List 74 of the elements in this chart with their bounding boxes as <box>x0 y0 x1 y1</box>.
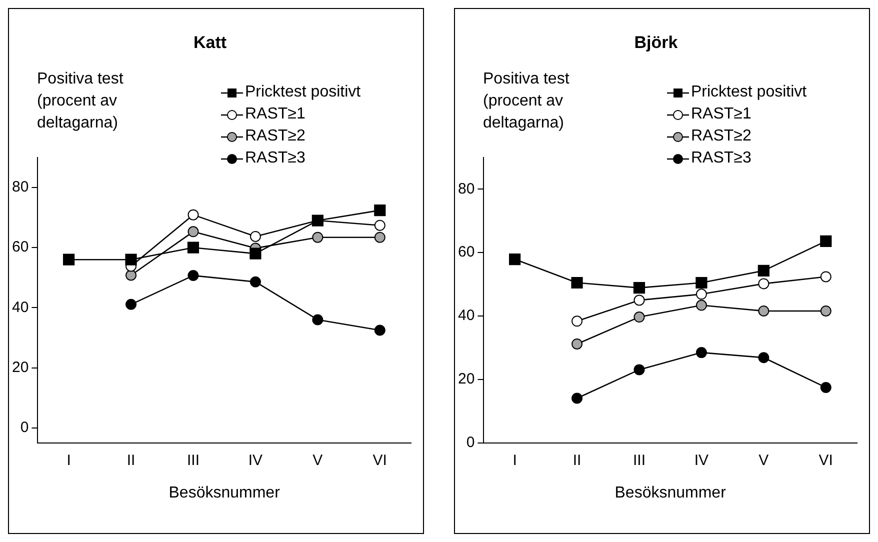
point <box>758 264 770 276</box>
point <box>374 324 386 336</box>
point <box>571 276 583 289</box>
point <box>820 382 832 393</box>
x-tick-label: III <box>632 452 646 470</box>
y-tick-label: 80 <box>12 178 29 196</box>
x-tick-label: II <box>572 452 582 470</box>
x-axis-title: Besöksnummer <box>614 484 727 502</box>
legend-label: Pricktest positivt <box>691 83 808 100</box>
y-tick-label: 60 <box>458 244 475 261</box>
point <box>634 312 645 323</box>
legend-label: RAST≥2 <box>245 127 306 144</box>
point <box>572 338 583 350</box>
point <box>374 220 386 231</box>
legend-label: RAST≥1 <box>691 105 752 122</box>
legend-label: RAST≥3 <box>691 149 752 166</box>
x-tick-label: IV <box>248 452 263 470</box>
point <box>188 270 199 282</box>
point <box>634 294 645 306</box>
point <box>312 314 324 326</box>
point <box>634 364 645 376</box>
x-tick-label: II <box>126 452 136 470</box>
y-axis-title: Positiva test (procent av deltagarna) <box>37 70 124 132</box>
point <box>696 300 707 311</box>
chart-title: Katt <box>193 32 227 52</box>
y-tick-label: 40 <box>458 307 475 324</box>
point <box>696 276 708 289</box>
x-axis-title: Besöksnummer <box>168 484 281 502</box>
x-tick-label: VI <box>818 452 833 470</box>
point <box>312 232 324 243</box>
point <box>126 270 137 281</box>
point <box>633 282 646 294</box>
x-tick-label: IV <box>694 452 709 470</box>
point <box>374 232 386 243</box>
y-tick-label: 40 <box>12 298 29 316</box>
point <box>250 276 261 288</box>
point <box>250 248 262 260</box>
point <box>572 392 583 404</box>
y-tick-label: 0 <box>20 419 29 436</box>
y-axis-title: Positiva test (procent av deltagarna) <box>483 70 570 132</box>
legend-label: Pricktest positivt <box>245 83 362 100</box>
y-tick-label: 20 <box>12 358 29 376</box>
x-tick-label: VI <box>372 452 387 470</box>
point <box>696 347 707 358</box>
point <box>820 235 832 247</box>
point <box>188 226 199 238</box>
y-tick-label: 20 <box>458 370 475 388</box>
legend-label: RAST≥3 <box>245 149 306 166</box>
chart-title: Björk <box>634 32 678 52</box>
point <box>62 254 75 266</box>
legend-label: RAST≥2 <box>691 127 752 144</box>
point <box>758 352 770 364</box>
point <box>508 253 521 266</box>
point <box>126 298 137 310</box>
point <box>820 271 832 282</box>
y-tick-label: 60 <box>12 238 29 256</box>
point <box>125 254 137 266</box>
x-tick-label: I <box>66 452 71 470</box>
point <box>758 278 770 290</box>
point <box>758 305 770 316</box>
point <box>572 316 583 327</box>
y-tick-label: 0 <box>466 434 475 452</box>
x-tick-label: V <box>758 452 769 470</box>
x-tick-label: V <box>312 452 323 470</box>
point <box>374 204 386 216</box>
y-tick-label: 80 <box>458 180 475 198</box>
legend-label: RAST≥1 <box>245 105 306 122</box>
point <box>820 305 832 316</box>
point <box>188 209 199 220</box>
point <box>696 288 707 300</box>
point <box>250 230 261 242</box>
x-tick-label: III <box>186 452 200 470</box>
point <box>187 242 200 254</box>
x-tick-label: I <box>512 452 517 470</box>
